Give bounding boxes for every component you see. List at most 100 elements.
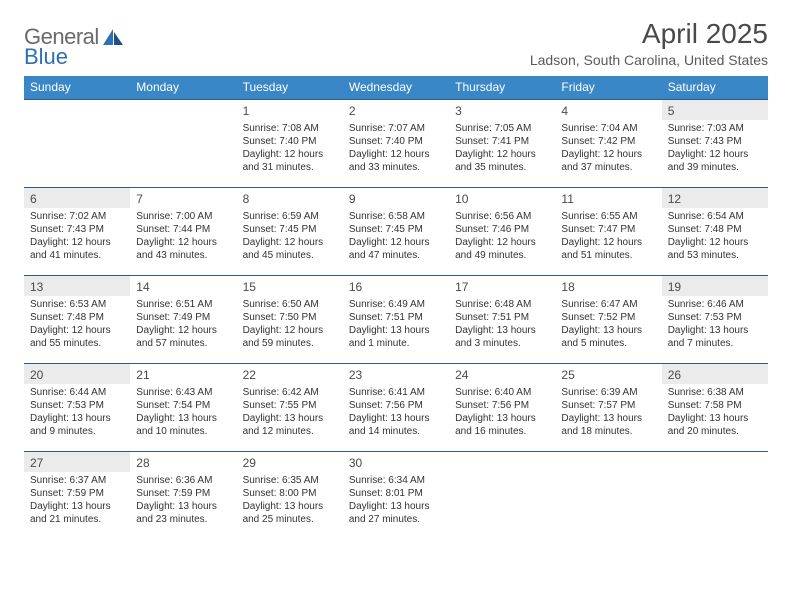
page-title: April 2025 <box>530 18 768 50</box>
day-cell: 2Sunrise: 7:07 AMSunset: 7:40 PMDaylight… <box>343 100 449 188</box>
day-number: 9 <box>343 188 449 208</box>
day-cell: 16Sunrise: 6:49 AMSunset: 7:51 PMDayligh… <box>343 276 449 364</box>
day-details: Sunrise: 7:05 AMSunset: 7:41 PMDaylight:… <box>449 120 555 178</box>
day-cell: 4Sunrise: 7:04 AMSunset: 7:42 PMDaylight… <box>555 100 661 188</box>
day-number: 20 <box>24 364 130 384</box>
header: General April 2025 Ladson, South Carolin… <box>24 18 768 68</box>
day-cell <box>662 452 768 540</box>
day-cell: 13Sunrise: 6:53 AMSunset: 7:48 PMDayligh… <box>24 276 130 364</box>
day-cell: 7Sunrise: 7:00 AMSunset: 7:44 PMDaylight… <box>130 188 236 276</box>
day-cell: 30Sunrise: 6:34 AMSunset: 8:01 PMDayligh… <box>343 452 449 540</box>
day-cell: 12Sunrise: 6:54 AMSunset: 7:48 PMDayligh… <box>662 188 768 276</box>
day-details: Sunrise: 6:42 AMSunset: 7:55 PMDaylight:… <box>237 384 343 442</box>
day-cell <box>449 452 555 540</box>
day-details: Sunrise: 6:41 AMSunset: 7:56 PMDaylight:… <box>343 384 449 442</box>
day-cell: 1Sunrise: 7:08 AMSunset: 7:40 PMDaylight… <box>237 100 343 188</box>
day-number: 2 <box>343 100 449 120</box>
day-cell: 15Sunrise: 6:50 AMSunset: 7:50 PMDayligh… <box>237 276 343 364</box>
day-number: 23 <box>343 364 449 384</box>
day-cell <box>130 100 236 188</box>
day-header-row: SundayMondayTuesdayWednesdayThursdayFrid… <box>24 76 768 100</box>
day-cell <box>555 452 661 540</box>
day-cell: 19Sunrise: 6:46 AMSunset: 7:53 PMDayligh… <box>662 276 768 364</box>
week-row: 13Sunrise: 6:53 AMSunset: 7:48 PMDayligh… <box>24 276 768 364</box>
day-number: 28 <box>130 452 236 472</box>
day-details: Sunrise: 6:49 AMSunset: 7:51 PMDaylight:… <box>343 296 449 354</box>
day-header: Saturday <box>662 76 768 100</box>
day-details: Sunrise: 6:48 AMSunset: 7:51 PMDaylight:… <box>449 296 555 354</box>
day-number: 5 <box>662 100 768 120</box>
day-number: 30 <box>343 452 449 472</box>
day-cell: 24Sunrise: 6:40 AMSunset: 7:56 PMDayligh… <box>449 364 555 452</box>
day-details: Sunrise: 6:36 AMSunset: 7:59 PMDaylight:… <box>130 472 236 530</box>
day-cell: 8Sunrise: 6:59 AMSunset: 7:45 PMDaylight… <box>237 188 343 276</box>
day-number: 15 <box>237 276 343 296</box>
day-cell: 25Sunrise: 6:39 AMSunset: 7:57 PMDayligh… <box>555 364 661 452</box>
day-header: Monday <box>130 76 236 100</box>
day-header: Thursday <box>449 76 555 100</box>
day-number: 8 <box>237 188 343 208</box>
day-cell: 20Sunrise: 6:44 AMSunset: 7:53 PMDayligh… <box>24 364 130 452</box>
day-details: Sunrise: 6:54 AMSunset: 7:48 PMDaylight:… <box>662 208 768 266</box>
day-cell: 22Sunrise: 6:42 AMSunset: 7:55 PMDayligh… <box>237 364 343 452</box>
day-details: Sunrise: 7:02 AMSunset: 7:43 PMDaylight:… <box>24 208 130 266</box>
week-row: 1Sunrise: 7:08 AMSunset: 7:40 PMDaylight… <box>24 100 768 188</box>
logo-text-2: Blue <box>24 44 68 70</box>
calendar-body: 1Sunrise: 7:08 AMSunset: 7:40 PMDaylight… <box>24 100 768 540</box>
day-details: Sunrise: 6:46 AMSunset: 7:53 PMDaylight:… <box>662 296 768 354</box>
day-header: Sunday <box>24 76 130 100</box>
day-number: 26 <box>662 364 768 384</box>
day-number: 7 <box>130 188 236 208</box>
day-details: Sunrise: 6:43 AMSunset: 7:54 PMDaylight:… <box>130 384 236 442</box>
day-cell: 6Sunrise: 7:02 AMSunset: 7:43 PMDaylight… <box>24 188 130 276</box>
day-number: 10 <box>449 188 555 208</box>
day-number: 16 <box>343 276 449 296</box>
day-details: Sunrise: 6:35 AMSunset: 8:00 PMDaylight:… <box>237 472 343 530</box>
day-details: Sunrise: 7:04 AMSunset: 7:42 PMDaylight:… <box>555 120 661 178</box>
day-details: Sunrise: 6:44 AMSunset: 7:53 PMDaylight:… <box>24 384 130 442</box>
day-cell: 29Sunrise: 6:35 AMSunset: 8:00 PMDayligh… <box>237 452 343 540</box>
day-number: 21 <box>130 364 236 384</box>
day-number: 29 <box>237 452 343 472</box>
day-cell <box>24 100 130 188</box>
day-details: Sunrise: 6:38 AMSunset: 7:58 PMDaylight:… <box>662 384 768 442</box>
day-details: Sunrise: 7:00 AMSunset: 7:44 PMDaylight:… <box>130 208 236 266</box>
day-details: Sunrise: 6:59 AMSunset: 7:45 PMDaylight:… <box>237 208 343 266</box>
day-header: Tuesday <box>237 76 343 100</box>
day-number: 3 <box>449 100 555 120</box>
day-number: 6 <box>24 188 130 208</box>
day-cell: 14Sunrise: 6:51 AMSunset: 7:49 PMDayligh… <box>130 276 236 364</box>
day-number: 24 <box>449 364 555 384</box>
day-cell: 28Sunrise: 6:36 AMSunset: 7:59 PMDayligh… <box>130 452 236 540</box>
day-number: 18 <box>555 276 661 296</box>
day-details: Sunrise: 6:34 AMSunset: 8:01 PMDaylight:… <box>343 472 449 530</box>
logo-sail-icon <box>103 29 123 45</box>
day-details: Sunrise: 7:08 AMSunset: 7:40 PMDaylight:… <box>237 120 343 178</box>
day-cell: 3Sunrise: 7:05 AMSunset: 7:41 PMDaylight… <box>449 100 555 188</box>
day-header: Wednesday <box>343 76 449 100</box>
day-number: 19 <box>662 276 768 296</box>
day-details: Sunrise: 7:07 AMSunset: 7:40 PMDaylight:… <box>343 120 449 178</box>
day-number: 25 <box>555 364 661 384</box>
day-cell: 27Sunrise: 6:37 AMSunset: 7:59 PMDayligh… <box>24 452 130 540</box>
day-cell: 18Sunrise: 6:47 AMSunset: 7:52 PMDayligh… <box>555 276 661 364</box>
day-details: Sunrise: 6:56 AMSunset: 7:46 PMDaylight:… <box>449 208 555 266</box>
day-details: Sunrise: 6:58 AMSunset: 7:45 PMDaylight:… <box>343 208 449 266</box>
day-cell: 23Sunrise: 6:41 AMSunset: 7:56 PMDayligh… <box>343 364 449 452</box>
day-header: Friday <box>555 76 661 100</box>
page-subtitle: Ladson, South Carolina, United States <box>530 52 768 68</box>
day-number: 22 <box>237 364 343 384</box>
day-details: Sunrise: 6:40 AMSunset: 7:56 PMDaylight:… <box>449 384 555 442</box>
title-block: April 2025 Ladson, South Carolina, Unite… <box>530 18 768 68</box>
day-details: Sunrise: 6:53 AMSunset: 7:48 PMDaylight:… <box>24 296 130 354</box>
day-number: 17 <box>449 276 555 296</box>
day-number: 12 <box>662 188 768 208</box>
day-details: Sunrise: 6:37 AMSunset: 7:59 PMDaylight:… <box>24 472 130 530</box>
day-cell: 5Sunrise: 7:03 AMSunset: 7:43 PMDaylight… <box>662 100 768 188</box>
week-row: 20Sunrise: 6:44 AMSunset: 7:53 PMDayligh… <box>24 364 768 452</box>
page: General April 2025 Ladson, South Carolin… <box>0 0 792 560</box>
day-cell: 17Sunrise: 6:48 AMSunset: 7:51 PMDayligh… <box>449 276 555 364</box>
day-details: Sunrise: 6:39 AMSunset: 7:57 PMDaylight:… <box>555 384 661 442</box>
week-row: 6Sunrise: 7:02 AMSunset: 7:43 PMDaylight… <box>24 188 768 276</box>
day-cell: 9Sunrise: 6:58 AMSunset: 7:45 PMDaylight… <box>343 188 449 276</box>
